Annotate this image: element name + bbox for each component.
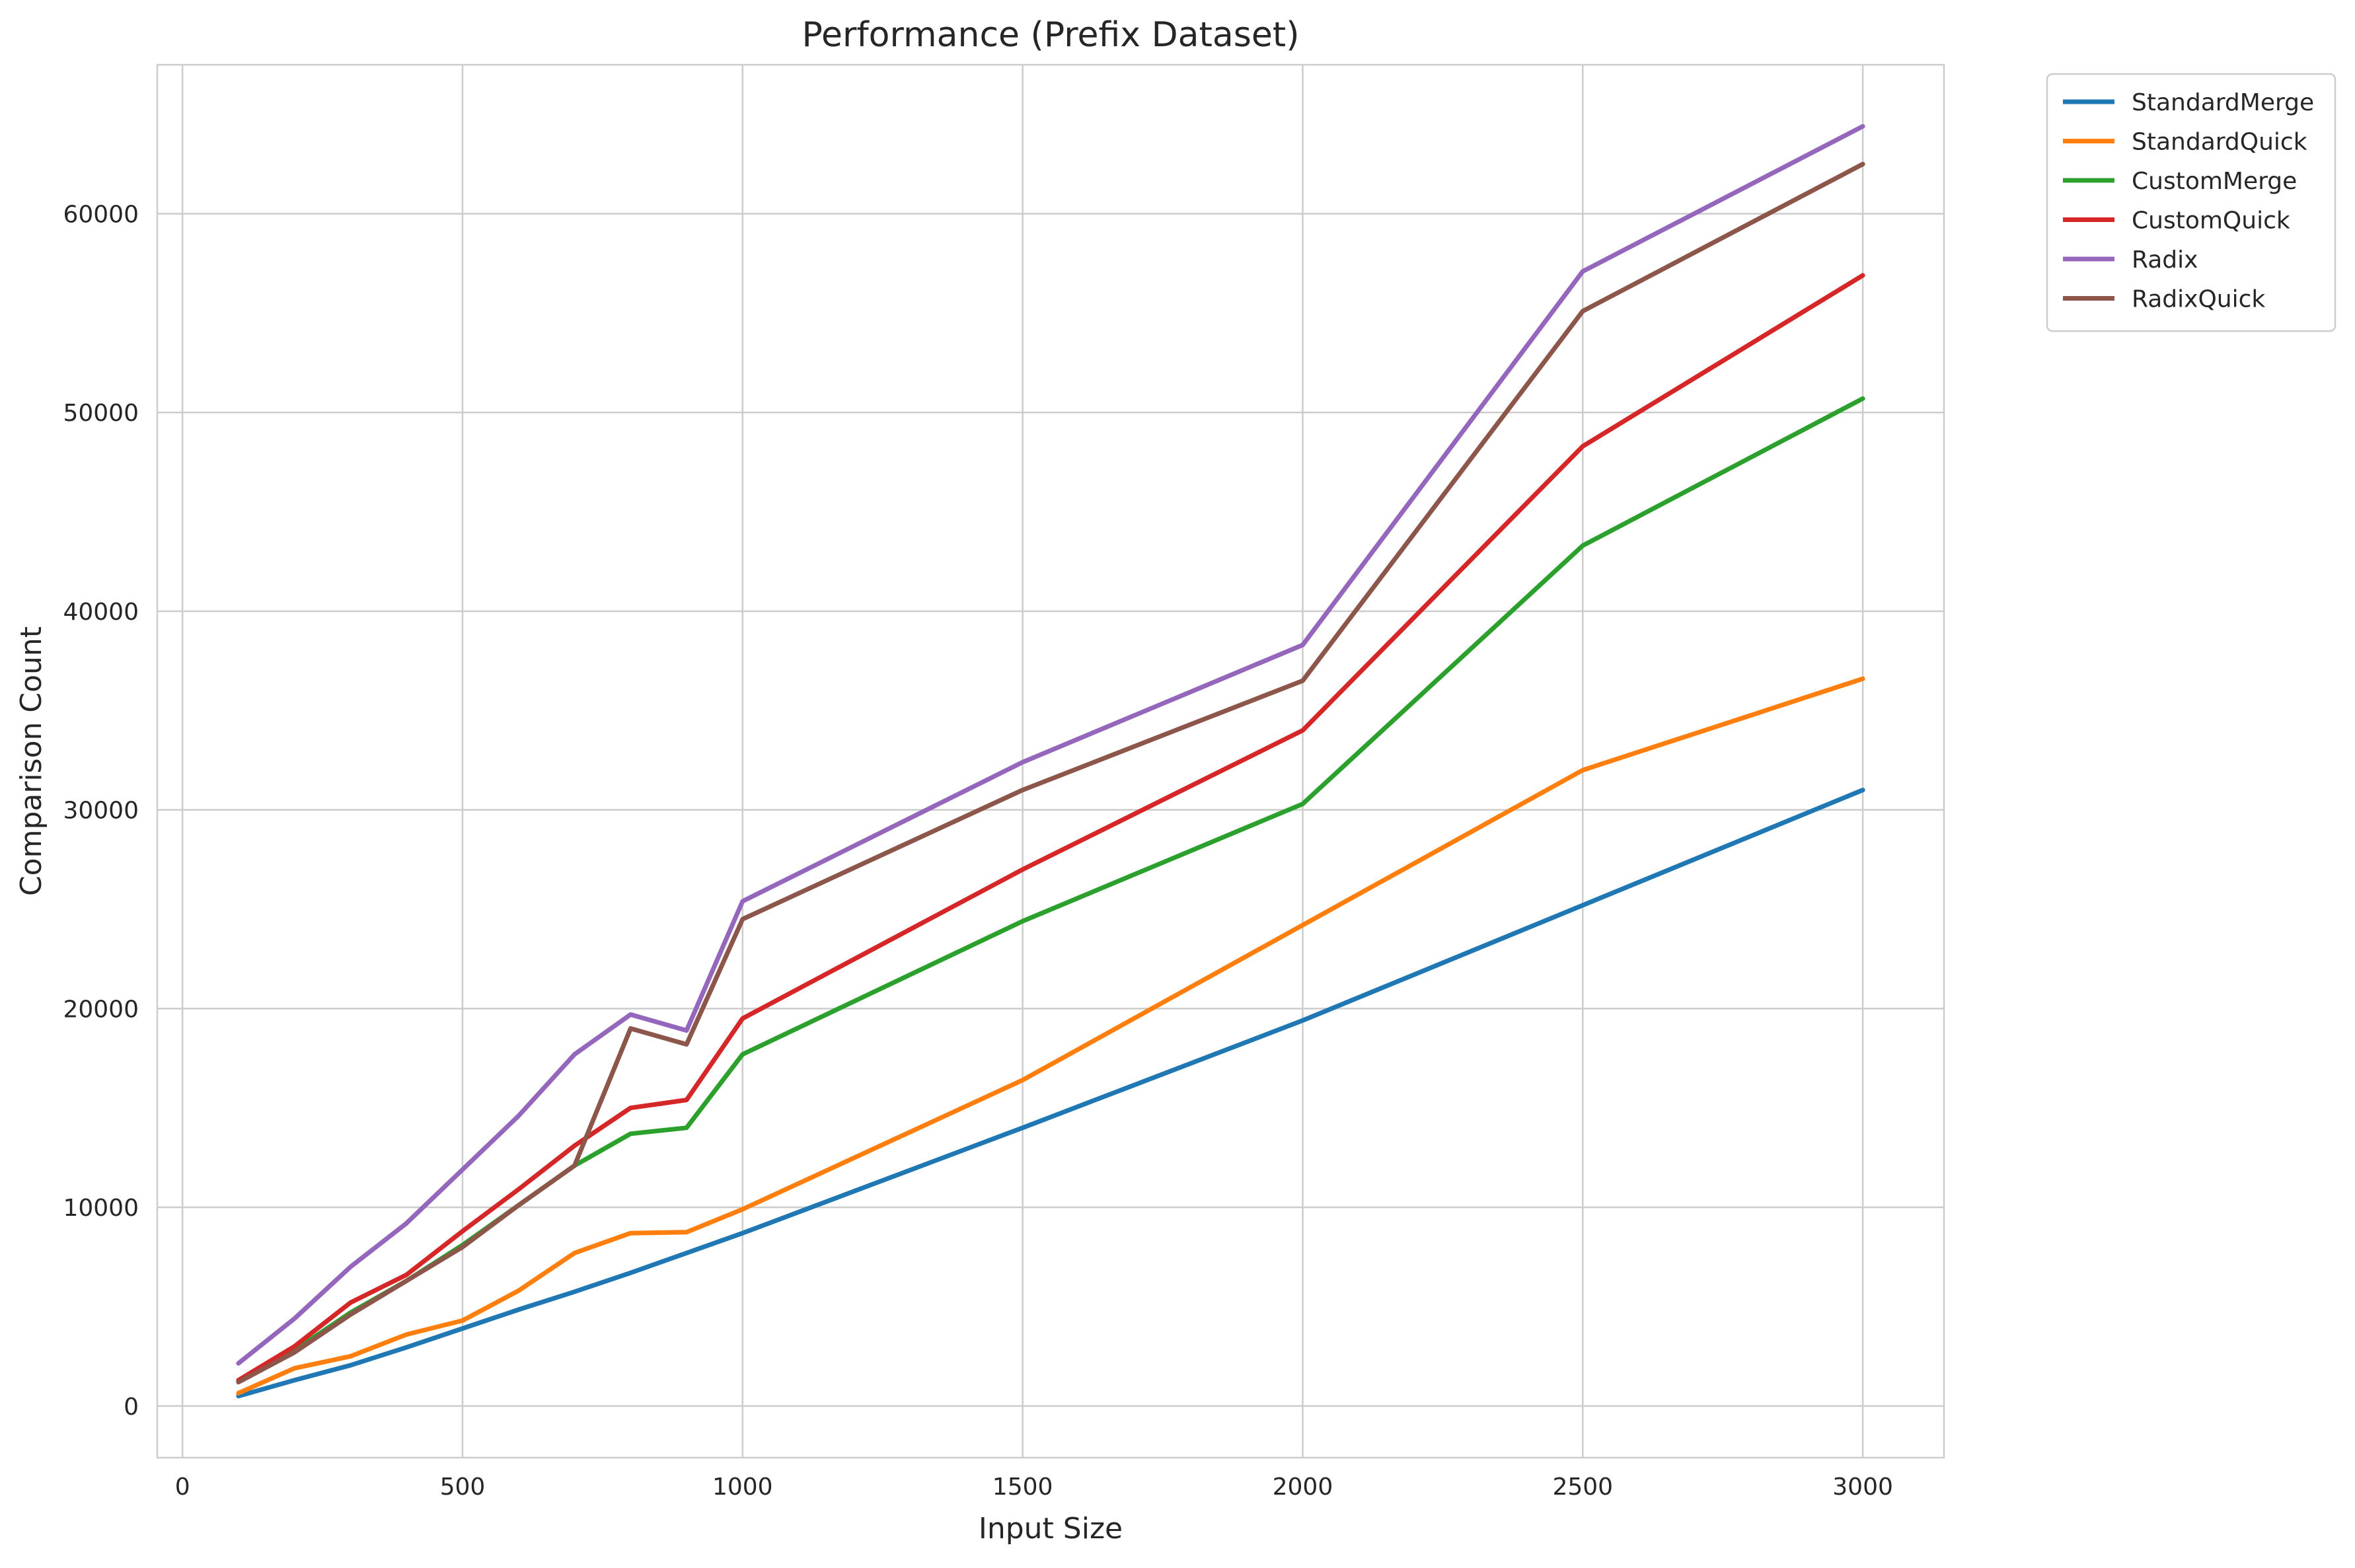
x-axis-title: Input Size xyxy=(979,1512,1123,1546)
y-tick-label: 0 xyxy=(124,1394,139,1421)
y-tick-label: 20000 xyxy=(63,996,139,1023)
series-lines xyxy=(236,124,1865,1399)
y-tick-label: 40000 xyxy=(63,599,139,626)
x-tick-label: 0 xyxy=(175,1474,190,1501)
x-tick-label: 3000 xyxy=(1832,1474,1893,1501)
series-line-standardmerge xyxy=(236,788,1865,1399)
x-tick-label: 500 xyxy=(440,1474,486,1501)
legend-label: CustomMerge xyxy=(2132,168,2297,195)
y-tick-label: 30000 xyxy=(63,798,139,825)
legend-label: StandardMerge xyxy=(2132,89,2314,116)
y-axis-title: Comparison Count xyxy=(15,626,48,896)
series-line-customquick xyxy=(236,273,1865,1383)
x-tick-label: 1000 xyxy=(712,1474,773,1501)
legend-label: StandardQuick xyxy=(2132,129,2307,156)
series-line-standardquick xyxy=(236,676,1865,1396)
tick-labels: 0 500 1000 1500 2000 2500 30000100002000030000… xyxy=(63,202,1892,1501)
y-tick-label: 50000 xyxy=(63,400,139,427)
x-tick-label: 2500 xyxy=(1552,1474,1613,1501)
legend-label: Radix xyxy=(2132,246,2198,274)
legend-label: RadixQuick xyxy=(2132,286,2265,313)
series-line-radixquick xyxy=(236,161,1865,1385)
series-line-radix xyxy=(236,124,1865,1366)
x-tick-label: 1500 xyxy=(992,1474,1053,1501)
chart-title: Performance (Prefix Dataset) xyxy=(802,15,1300,55)
legend-label: CustomQuick xyxy=(2132,207,2290,235)
grid xyxy=(157,65,1944,1458)
y-tick-label: 10000 xyxy=(63,1195,139,1222)
y-tick-label: 60000 xyxy=(63,202,139,229)
x-tick-label: 2000 xyxy=(1273,1474,1333,1501)
legend-box xyxy=(2046,73,2336,332)
legend: StandardMerge StandardQuick CustomMerge Cus… xyxy=(2046,73,2336,332)
plot-frame xyxy=(156,63,1945,1459)
